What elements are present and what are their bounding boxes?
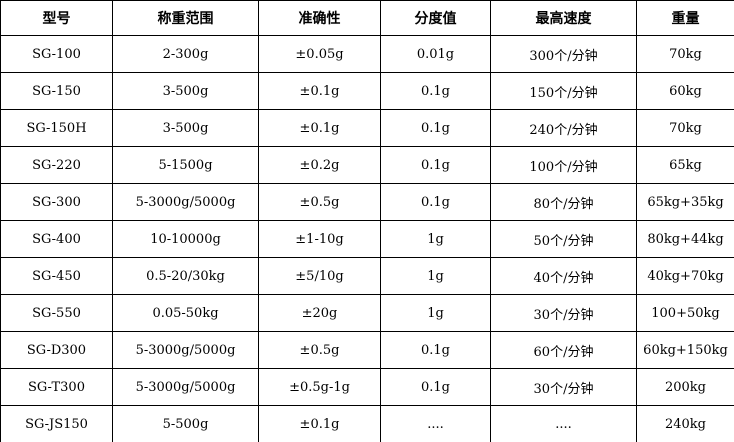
table-row: SG-T300 5-3000g/5000g ±0.5g-1g 0.1g 30个/分钟 20… [0,368,734,406]
table-cell: 80kg+44kg [636,220,734,258]
header-row: 型号 称重范围 准确性 分度值 最高速度 重量 [0,0,734,36]
table-cell: SG-150H [0,109,113,147]
table-row: SG-150H 3-500g ±0.1g 0.1g 240个/分钟 70kg [0,109,734,147]
table-cell: SG-550 [0,294,113,332]
table-cell: 240个/分钟 [490,109,637,147]
table-cell: 1g [380,294,491,332]
table-cell: 1g [380,257,491,295]
table-cell: 100+50kg [636,294,734,332]
table-header: 型号 称重范围 准确性 分度值 最高速度 重量 [0,0,734,36]
table-row: SG-220 5-1500g ±0.2g 0.1g 100个/分钟 65kg [0,146,734,184]
table-cell: ±0.2g [258,146,381,184]
table-body: SG-100 2-300g ±0.05g 0.01g 300个/分钟 70kg SG-150… [0,35,734,442]
table-cell: ±0.1g [258,109,381,147]
table-cell: 5-1500g [112,146,259,184]
table-cell: 0.05-50kg [112,294,259,332]
table-cell: ±0.5g-1g [258,368,381,406]
header-cell: 型号 [0,0,113,36]
table-cell: 100个/分钟 [490,146,637,184]
table-cell: 0.1g [380,183,491,221]
table-cell: ±0.5g [258,183,381,221]
table-cell: 40kg+70kg [636,257,734,295]
table-row: SG-300 5-3000g/5000g ±0.5g 0.1g 80个/分钟 65kg+3… [0,183,734,221]
table-cell: SG-JS150 [0,405,113,442]
table-cell: 0.1g [380,72,491,110]
table-cell: 0.1g [380,109,491,147]
table-cell: 1g [380,220,491,258]
header-cell: 准确性 [258,0,381,36]
table-cell: 5-3000g/5000g [112,368,259,406]
table-row: SG-D300 5-3000g/5000g ±0.5g 0.1g 60个/分钟 60kg+… [0,331,734,369]
table-cell: 70kg [636,35,734,73]
table-cell: ±0.5g [258,331,381,369]
table-cell: 50个/分钟 [490,220,637,258]
table-cell: ±20g [258,294,381,332]
table-cell: 65kg [636,146,734,184]
table-cell: 150个/分钟 [490,72,637,110]
table-cell: SG-D300 [0,331,113,369]
table-cell: SG-400 [0,220,113,258]
table-cell: 0.1g [380,331,491,369]
table-cell: ±0.05g [258,35,381,73]
header-cell: 最高速度 [490,0,637,36]
table-cell: SG-450 [0,257,113,295]
header-cell: 分度值 [380,0,491,36]
table-row: SG-100 2-300g ±0.05g 0.01g 300个/分钟 70kg [0,35,734,73]
table-cell: 60kg [636,72,734,110]
table-row: SG-450 0.5-20/30kg ±5/10g 1g 40个/分钟 40kg+70kg [0,257,734,295]
table-row: SG-400 10-10000g ±1-10g 1g 50个/分钟 80kg+44kg [0,220,734,258]
table-cell: 200kg [636,368,734,406]
table-cell: 30个/分钟 [490,368,637,406]
table-cell: 0.01g [380,35,491,73]
table-cell: .... [490,405,637,442]
header-cell: 称重范围 [112,0,259,36]
table-cell: SG-T300 [0,368,113,406]
table-cell: 2-300g [112,35,259,73]
table-cell: 240kg [636,405,734,442]
table-cell: 3-500g [112,72,259,110]
table-cell: 10-10000g [112,220,259,258]
table-cell: 60kg+150kg [636,331,734,369]
table-cell: 3-500g [112,109,259,147]
table-cell: ±0.1g [258,72,381,110]
table-row: SG-150 3-500g ±0.1g 0.1g 150个/分钟 60kg [0,72,734,110]
table-row: SG-JS150 5-500g ±0.1g........ 240kg [0,405,734,442]
table-cell: 0.1g [380,146,491,184]
table-cell: 70kg [636,109,734,147]
table-cell: 65kg+35kg [636,183,734,221]
table-cell: ±1-10g [258,220,381,258]
table-cell: 5-3000g/5000g [112,331,259,369]
table-cell: 5-3000g/5000g [112,183,259,221]
table-cell: 0.5-20/30kg [112,257,259,295]
table-cell: .... [380,405,491,442]
table-cell: SG-100 [0,35,113,73]
table-row: SG-550 0.05-50kg ±20g 1g 30个/分钟 100+50kg [0,294,734,332]
table-cell: 300个/分钟 [490,35,637,73]
table-cell: 60个/分钟 [490,331,637,369]
table-cell: 0.1g [380,368,491,406]
table-cell: SG-220 [0,146,113,184]
table-cell: SG-150 [0,72,113,110]
header-cell: 重量 [636,0,734,36]
table-cell: ±0.1g [258,405,381,442]
table-cell: 80个/分钟 [490,183,637,221]
table-cell: 40个/分钟 [490,257,637,295]
table-cell: 30个/分钟 [490,294,637,332]
table-cell: ±5/10g [258,257,381,295]
table-cell: SG-300 [0,183,113,221]
table-cell: 5-500g [112,405,259,442]
